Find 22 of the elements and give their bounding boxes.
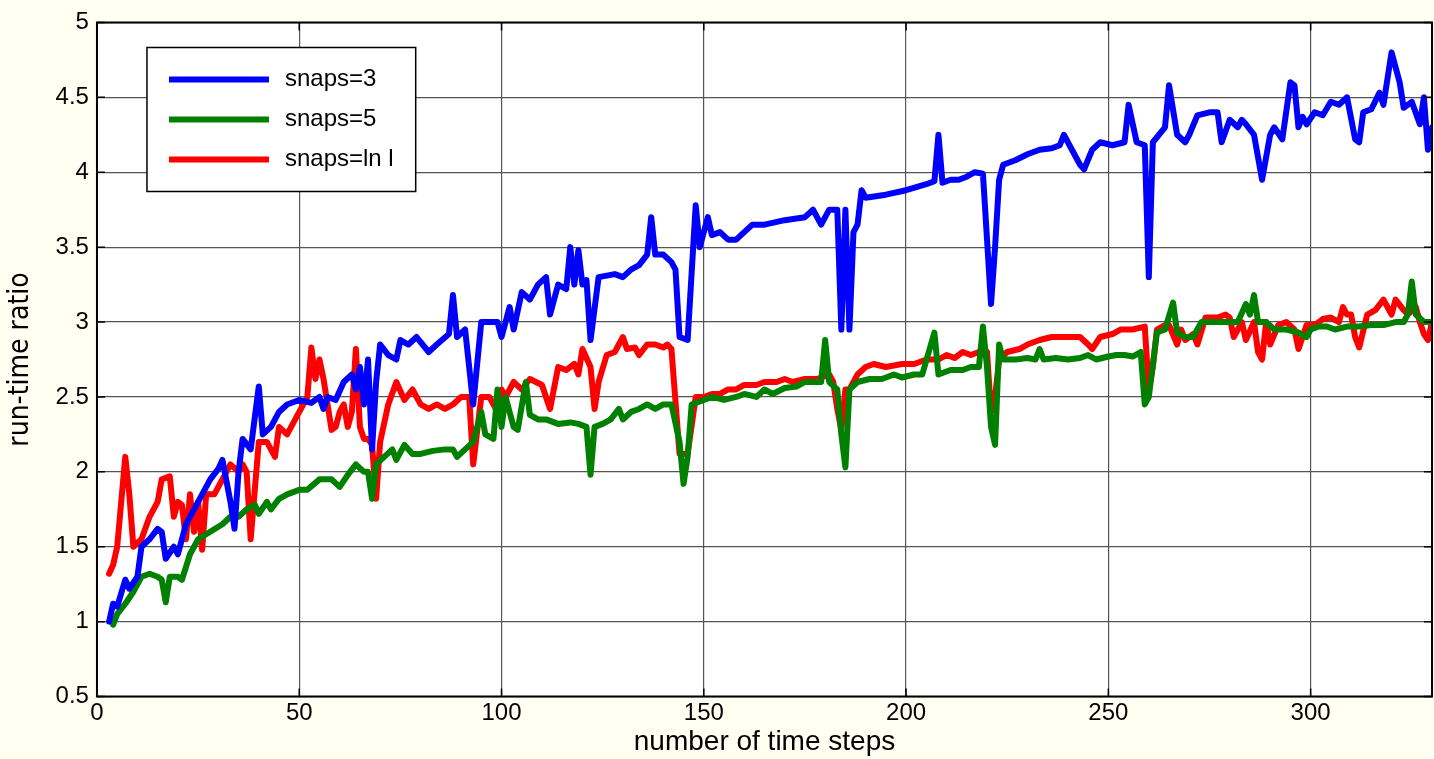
y-axis-title: run-time ratio <box>2 272 36 447</box>
legend-label: snaps=ln l <box>284 144 394 172</box>
x-axis-title: number of time steps <box>633 724 896 756</box>
y-tick-label: 2.5 <box>55 381 89 409</box>
y-tick-label: 2 <box>75 456 89 484</box>
x-tick-label: 0 <box>90 697 104 725</box>
x-tick-label: 150 <box>683 697 724 725</box>
x-tick-label: 300 <box>1290 697 1331 725</box>
y-tick-label: 4.5 <box>55 81 89 109</box>
y-tick-label: 1.5 <box>55 531 89 559</box>
y-tick-label: 1 <box>75 606 89 634</box>
legend-label: snaps=5 <box>284 104 377 132</box>
x-tick-label: 50 <box>285 697 313 725</box>
y-tick-label: 3 <box>75 306 89 334</box>
x-tick-label: 250 <box>1088 697 1129 725</box>
legend-label: snaps=3 <box>284 64 377 92</box>
y-tick-label: 5 <box>75 7 89 35</box>
x-tick-label: 200 <box>886 697 927 725</box>
y-tick-label: 3.5 <box>55 231 89 259</box>
y-tick-label: 0.5 <box>55 681 89 709</box>
x-tick-label: 100 <box>481 697 522 725</box>
y-tick-label: 4 <box>75 156 89 184</box>
